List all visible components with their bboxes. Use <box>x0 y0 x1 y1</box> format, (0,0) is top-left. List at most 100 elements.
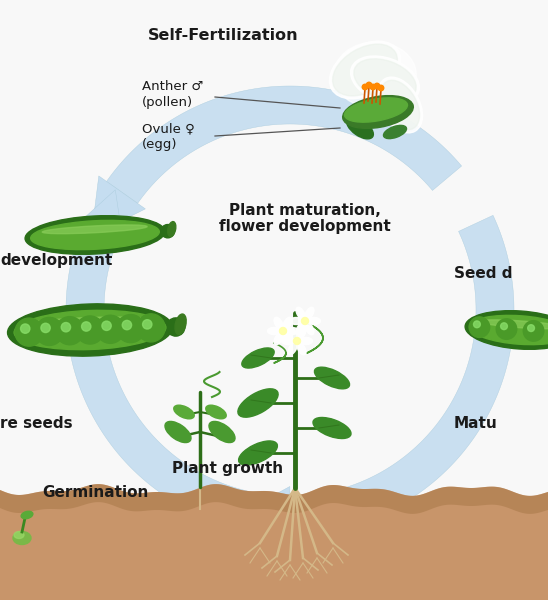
Ellipse shape <box>206 405 226 419</box>
Text: Anther ♂: Anther ♂ <box>142 80 203 93</box>
Ellipse shape <box>21 511 33 519</box>
Circle shape <box>362 84 368 90</box>
Circle shape <box>378 85 384 91</box>
Ellipse shape <box>297 328 306 339</box>
Ellipse shape <box>209 421 235 443</box>
Text: Germination: Germination <box>42 485 149 500</box>
Polygon shape <box>0 484 548 600</box>
Ellipse shape <box>288 343 297 355</box>
Text: Matu: Matu <box>454 416 498 431</box>
Ellipse shape <box>333 44 397 96</box>
Ellipse shape <box>161 224 174 238</box>
Ellipse shape <box>282 337 294 344</box>
Circle shape <box>96 315 124 343</box>
Text: (egg): (egg) <box>142 138 178 151</box>
Ellipse shape <box>274 317 283 329</box>
Ellipse shape <box>168 221 176 236</box>
Ellipse shape <box>267 328 281 335</box>
Ellipse shape <box>165 421 191 443</box>
Circle shape <box>117 314 145 343</box>
Ellipse shape <box>313 418 351 439</box>
Circle shape <box>15 318 43 346</box>
Ellipse shape <box>351 56 419 104</box>
Ellipse shape <box>13 532 31 545</box>
Text: Seed d: Seed d <box>454 266 512 281</box>
Ellipse shape <box>174 405 194 419</box>
Circle shape <box>500 323 507 329</box>
Ellipse shape <box>329 41 401 99</box>
Text: development: development <box>0 253 112 268</box>
Circle shape <box>370 84 376 90</box>
Ellipse shape <box>297 343 306 355</box>
Ellipse shape <box>342 95 413 128</box>
Ellipse shape <box>279 328 287 335</box>
Ellipse shape <box>354 59 416 101</box>
Ellipse shape <box>167 318 185 336</box>
Circle shape <box>41 323 50 332</box>
Polygon shape <box>0 484 548 514</box>
Polygon shape <box>71 190 124 250</box>
Ellipse shape <box>283 333 292 344</box>
Text: flower development: flower development <box>219 219 391 234</box>
Ellipse shape <box>300 337 312 344</box>
Text: (pollen): (pollen) <box>142 96 193 109</box>
Ellipse shape <box>294 337 300 344</box>
Circle shape <box>469 317 490 337</box>
Circle shape <box>374 83 380 89</box>
Ellipse shape <box>25 215 165 254</box>
Ellipse shape <box>465 311 548 349</box>
Ellipse shape <box>301 317 309 325</box>
Polygon shape <box>66 233 258 530</box>
Ellipse shape <box>296 307 305 319</box>
Ellipse shape <box>307 317 321 325</box>
Circle shape <box>20 324 30 333</box>
Ellipse shape <box>378 77 423 133</box>
Ellipse shape <box>286 328 299 335</box>
Ellipse shape <box>14 310 166 350</box>
Ellipse shape <box>283 317 292 329</box>
Ellipse shape <box>384 125 407 139</box>
Ellipse shape <box>14 532 24 539</box>
Ellipse shape <box>31 220 159 250</box>
Ellipse shape <box>480 320 548 329</box>
Ellipse shape <box>347 117 373 139</box>
Ellipse shape <box>238 389 278 417</box>
Ellipse shape <box>274 333 283 344</box>
Polygon shape <box>92 176 145 236</box>
Circle shape <box>142 320 152 329</box>
Ellipse shape <box>305 323 314 335</box>
Circle shape <box>496 319 517 340</box>
Text: Self-Fertilization: Self-Fertilization <box>148 28 299 43</box>
Ellipse shape <box>380 80 420 130</box>
Ellipse shape <box>8 304 173 356</box>
Circle shape <box>82 322 91 331</box>
Circle shape <box>122 320 132 330</box>
Ellipse shape <box>42 225 147 233</box>
Polygon shape <box>290 215 514 534</box>
Text: Plant maturation,: Plant maturation, <box>229 203 381 218</box>
Ellipse shape <box>288 328 297 339</box>
Circle shape <box>61 323 71 332</box>
Ellipse shape <box>289 317 302 325</box>
Circle shape <box>523 320 544 341</box>
Circle shape <box>102 321 111 331</box>
Circle shape <box>366 82 372 88</box>
Ellipse shape <box>305 307 314 319</box>
Circle shape <box>56 317 84 345</box>
Ellipse shape <box>242 348 274 368</box>
Ellipse shape <box>345 98 408 122</box>
Ellipse shape <box>28 317 152 328</box>
Circle shape <box>528 325 534 332</box>
Polygon shape <box>237 487 290 544</box>
Ellipse shape <box>175 314 186 334</box>
Ellipse shape <box>238 441 277 465</box>
Ellipse shape <box>470 316 548 344</box>
Polygon shape <box>106 86 461 203</box>
Text: Plant growth: Plant growth <box>173 461 283 476</box>
Circle shape <box>473 321 481 328</box>
Ellipse shape <box>296 323 305 335</box>
Circle shape <box>35 317 64 346</box>
Ellipse shape <box>315 367 350 389</box>
Ellipse shape <box>334 42 416 108</box>
Text: Ovule ♀: Ovule ♀ <box>142 122 195 135</box>
